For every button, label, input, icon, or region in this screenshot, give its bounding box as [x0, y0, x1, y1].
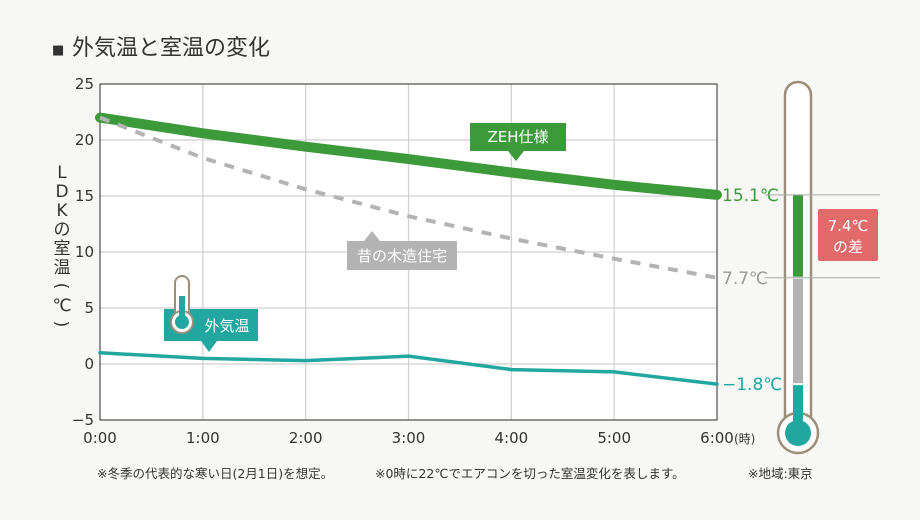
end-label-1: 7.7℃ — [722, 269, 768, 289]
y-tick-label: 15 — [75, 187, 94, 205]
end-label-0: 15.1℃ — [722, 186, 779, 206]
zeh-badge-box — [470, 123, 566, 151]
y-label-char: ) — [51, 321, 71, 328]
zeh-badge: ZEH仕様 — [470, 123, 566, 161]
footnote-aircon: ※0時に22℃でエアコンを切った室温変化を表します。 — [375, 466, 685, 481]
y-tick-label: 20 — [75, 131, 94, 149]
wood-house-badge: 昔の木造住宅 — [347, 231, 457, 270]
y-label-char: 室 — [54, 239, 71, 259]
y-label-char: ( — [51, 283, 71, 290]
thermo-bar-outdoor — [793, 385, 803, 433]
chart-title: 外気温と室温の変化 — [72, 36, 270, 61]
footnote-cold-day: ※冬季の代表的な寒い日(2月1日)を想定。 — [97, 466, 333, 481]
x-tick-label: 1:00 — [186, 429, 220, 447]
y-label-char: 温 — [54, 258, 71, 278]
thermometer-bars — [793, 194, 803, 433]
x-tick-label: 0:00 — [83, 429, 117, 447]
y-tick-label: −5 — [72, 411, 94, 429]
x-tick-labels: 0:00 1:00 2:00 3:00 4:00 5:00 6:00 — [83, 429, 734, 447]
y-tick-label: 5 — [84, 299, 94, 317]
y-tick-labels: 25 20 15 10 5 0 −5 — [72, 75, 94, 429]
x-tick-label: 2:00 — [289, 429, 323, 447]
series-line-0 — [95, 112, 722, 200]
difference-caption: の差 — [833, 238, 863, 256]
series-line-2 — [98, 351, 719, 386]
zeh-badge-pointer — [508, 151, 524, 161]
series-group — [95, 112, 722, 386]
small-thermometer-icon — [170, 275, 194, 334]
wood-badge-pointer — [364, 231, 380, 241]
outdoor-badge-pointer — [201, 341, 217, 352]
y-tick-label: 10 — [75, 243, 94, 261]
x-unit-label: (時) — [734, 432, 755, 446]
outdoor-badge: 外気温 — [164, 275, 258, 352]
thermo-bar-wood — [793, 278, 803, 384]
y-label-char: L — [57, 163, 67, 183]
footnote-region: ※地域:東京 — [748, 466, 813, 481]
x-tick-label: 4:00 — [494, 429, 528, 447]
y-label-char: の — [54, 220, 71, 240]
outdoor-badge-label: 外気温 — [204, 317, 249, 335]
y-label-char: ℃ — [52, 296, 71, 316]
zeh-badge-label: ZEH仕様 — [487, 128, 548, 146]
plot-frame — [99, 83, 718, 421]
thermometer-guides — [765, 194, 880, 279]
difference-value: 7.4℃ — [828, 217, 869, 235]
thermo-bar-zeh — [793, 194, 803, 277]
wood-badge-label: 昔の木造住宅 — [357, 247, 447, 265]
y-label-char: D — [55, 182, 68, 202]
x-tick-label: 3:00 — [392, 429, 426, 447]
y-tick-label: 25 — [75, 75, 94, 93]
x-tick-label: 6:00 — [700, 429, 734, 447]
wood-badge-box — [347, 241, 457, 270]
title-bullet: ■ — [52, 43, 64, 58]
series-line-1 — [99, 115, 718, 280]
difference-badge-box — [818, 209, 878, 261]
end-labels: 15.1℃ 7.7℃ −1.8℃ — [722, 186, 782, 395]
x-tick-label: 5:00 — [597, 429, 631, 447]
y-label-char: K — [56, 201, 68, 221]
y-tick-label: 0 — [84, 355, 94, 373]
difference-badge: 7.4℃ の差 — [818, 209, 878, 261]
end-label-2: −1.8℃ — [722, 375, 782, 395]
